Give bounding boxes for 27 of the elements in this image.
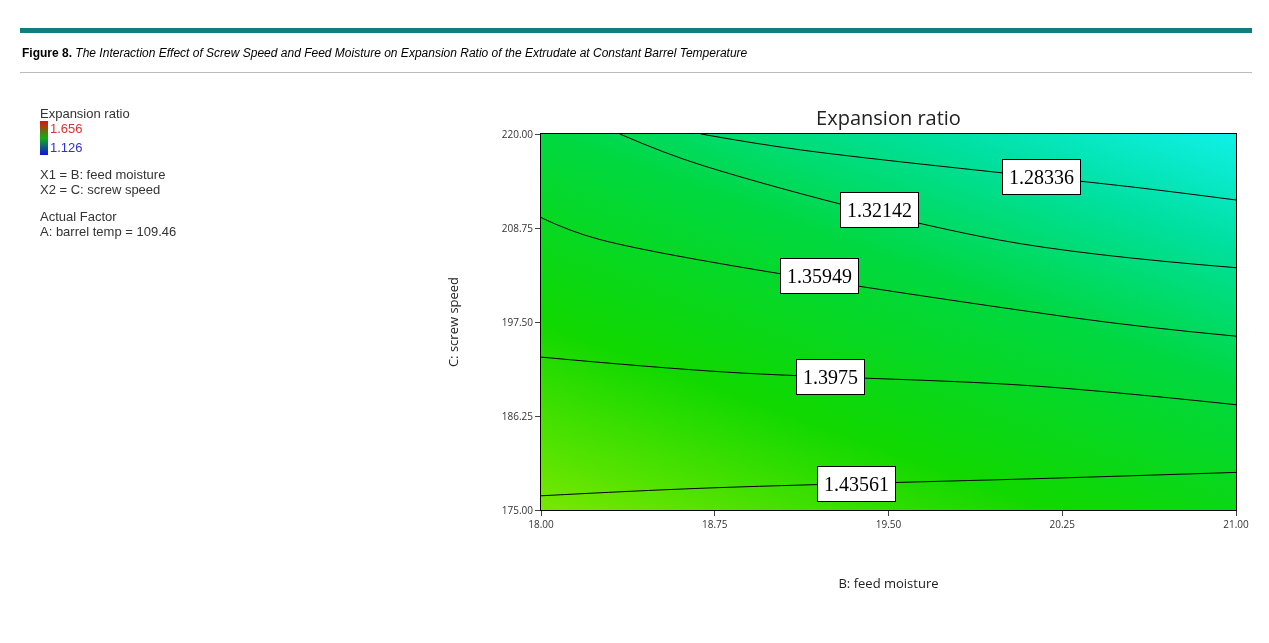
text: The Interaction Effect of Screw Speed and Feed Moisture on Expansion Ratio of the Extrudate at Constant Barrel Temperature bbox=[75, 46, 748, 60]
y-tick-label: 208.75 bbox=[501, 220, 534, 235]
series-label: 1.43561 bbox=[824, 473, 889, 495]
x-tick-label: 21.00 bbox=[1223, 517, 1250, 531]
series-label: 1.3975 bbox=[803, 366, 858, 388]
series-label: 1.32142 bbox=[847, 199, 912, 221]
x-tick-label: 18.00 bbox=[528, 517, 555, 531]
x-tick-label: 18.75 bbox=[702, 517, 728, 531]
x-axis-title: B: feed moisture bbox=[838, 573, 939, 592]
y-tick-label: 220.00 bbox=[501, 126, 534, 141]
chart-title: Expansion ratio bbox=[816, 104, 961, 131]
caption: Figure 8. bbox=[22, 46, 73, 60]
text: 1.126 bbox=[50, 140, 83, 155]
y-tick-label: 175.00 bbox=[501, 502, 534, 517]
series-label: 1.28336 bbox=[1009, 166, 1074, 188]
text: X2 = C: screw speed bbox=[40, 182, 162, 197]
text: A: barrel temp = 109.46 bbox=[40, 224, 177, 239]
y-tick-label: 186.25 bbox=[501, 408, 534, 423]
x-tick-label: 20.25 bbox=[1049, 517, 1076, 531]
y-tick-label: 197.50 bbox=[501, 314, 534, 329]
text: 1.656 bbox=[50, 121, 83, 136]
text: Actual Factor bbox=[40, 209, 118, 224]
text: X1 = B: feed moisture bbox=[40, 167, 167, 182]
y-axis-title: C: screw speed bbox=[443, 276, 462, 368]
series-label: 1.35949 bbox=[787, 265, 852, 287]
text: Expansion ratio bbox=[40, 106, 131, 121]
x-tick-label: 19.50 bbox=[875, 517, 902, 531]
